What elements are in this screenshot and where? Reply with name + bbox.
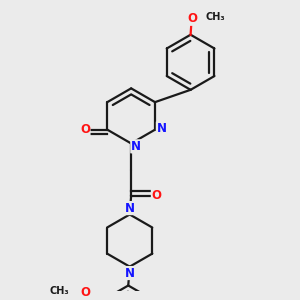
Text: O: O	[80, 286, 90, 299]
Text: N: N	[125, 202, 135, 214]
Text: N: N	[125, 266, 135, 280]
Text: O: O	[80, 123, 90, 136]
Text: CH₃: CH₃	[50, 286, 70, 296]
Text: N: N	[131, 140, 141, 153]
Text: CH₃: CH₃	[205, 12, 225, 22]
Text: O: O	[152, 189, 161, 202]
Text: N: N	[156, 122, 167, 135]
Text: O: O	[187, 12, 197, 25]
